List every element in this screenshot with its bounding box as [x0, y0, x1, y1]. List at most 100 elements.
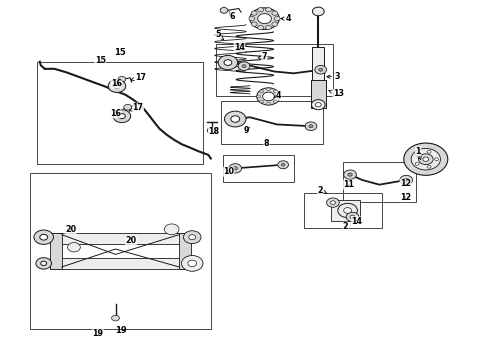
Circle shape [113, 110, 131, 123]
Text: 14: 14 [234, 43, 245, 52]
Bar [343, 162, 416, 202]
Circle shape [257, 95, 261, 98]
Circle shape [189, 235, 196, 240]
Bar [49, 233, 191, 244]
Text: 12: 12 [400, 193, 411, 202]
Circle shape [224, 111, 246, 127]
Circle shape [188, 260, 196, 267]
Circle shape [274, 17, 280, 21]
Circle shape [41, 261, 47, 266]
Circle shape [343, 208, 351, 213]
Text: 17: 17 [131, 73, 146, 82]
Circle shape [68, 243, 80, 252]
Bar [49, 258, 191, 269]
Text: 8: 8 [264, 139, 270, 148]
Circle shape [233, 167, 238, 170]
Text: 15: 15 [115, 48, 126, 57]
Circle shape [415, 153, 419, 156]
Circle shape [313, 7, 324, 16]
Circle shape [423, 157, 429, 161]
Text: 18: 18 [208, 127, 220, 136]
Circle shape [411, 148, 441, 170]
Circle shape [267, 88, 270, 91]
Circle shape [260, 90, 264, 93]
Circle shape [435, 158, 439, 161]
Text: 6: 6 [230, 12, 235, 21]
Circle shape [118, 76, 126, 82]
Circle shape [309, 125, 313, 128]
Text: 19: 19 [92, 329, 103, 338]
Circle shape [350, 215, 355, 219]
Circle shape [238, 62, 250, 71]
Bar [49, 233, 62, 269]
Circle shape [258, 14, 271, 24]
Circle shape [400, 175, 413, 185]
Circle shape [327, 198, 339, 207]
Circle shape [250, 8, 279, 30]
Circle shape [346, 212, 359, 222]
Circle shape [427, 150, 431, 153]
Circle shape [40, 234, 48, 240]
Circle shape [266, 8, 271, 12]
Circle shape [281, 163, 285, 166]
Circle shape [229, 164, 242, 173]
Bar [216, 44, 333, 96]
Bar [30, 173, 211, 329]
Bar [304, 193, 382, 228]
Text: 16: 16 [111, 80, 122, 89]
Text: 5: 5 [215, 30, 223, 40]
Bar [223, 155, 294, 182]
Bar [331, 200, 360, 221]
Circle shape [415, 162, 419, 165]
Text: 20: 20 [65, 225, 76, 234]
Circle shape [305, 122, 317, 131]
Text: 2: 2 [318, 185, 326, 194]
Circle shape [224, 60, 232, 66]
Circle shape [231, 116, 240, 122]
Text: 1: 1 [416, 147, 421, 159]
Circle shape [220, 8, 228, 13]
Circle shape [260, 100, 264, 103]
Circle shape [242, 65, 246, 68]
Bar [220, 101, 323, 144]
Circle shape [331, 201, 335, 204]
Text: 10: 10 [223, 167, 234, 176]
Circle shape [338, 203, 357, 218]
Text: 16: 16 [110, 109, 121, 118]
Circle shape [427, 165, 431, 168]
Text: 15: 15 [95, 57, 106, 66]
Text: 17: 17 [129, 103, 144, 112]
Bar [37, 62, 203, 164]
Circle shape [181, 256, 203, 271]
Circle shape [272, 11, 278, 15]
Text: 14: 14 [351, 217, 363, 226]
Circle shape [276, 95, 280, 98]
Bar [313, 47, 324, 90]
Circle shape [108, 80, 126, 93]
Circle shape [112, 315, 120, 321]
Circle shape [207, 127, 216, 134]
Circle shape [404, 178, 409, 182]
Circle shape [251, 22, 257, 26]
Text: 3: 3 [327, 72, 340, 81]
Circle shape [272, 22, 278, 26]
Circle shape [418, 154, 433, 165]
Circle shape [36, 258, 51, 269]
Text: 13: 13 [329, 89, 344, 98]
Circle shape [318, 68, 323, 71]
Circle shape [119, 114, 125, 119]
Circle shape [34, 230, 53, 244]
Circle shape [257, 88, 280, 105]
Circle shape [348, 173, 352, 176]
Text: 4: 4 [281, 14, 292, 23]
Text: 7: 7 [258, 52, 267, 61]
Circle shape [273, 100, 277, 103]
Circle shape [278, 161, 289, 169]
Text: 11: 11 [343, 180, 354, 189]
Circle shape [251, 11, 257, 15]
Circle shape [343, 170, 356, 179]
Circle shape [312, 100, 325, 110]
Circle shape [218, 55, 238, 70]
Circle shape [316, 103, 321, 107]
Circle shape [249, 17, 255, 21]
